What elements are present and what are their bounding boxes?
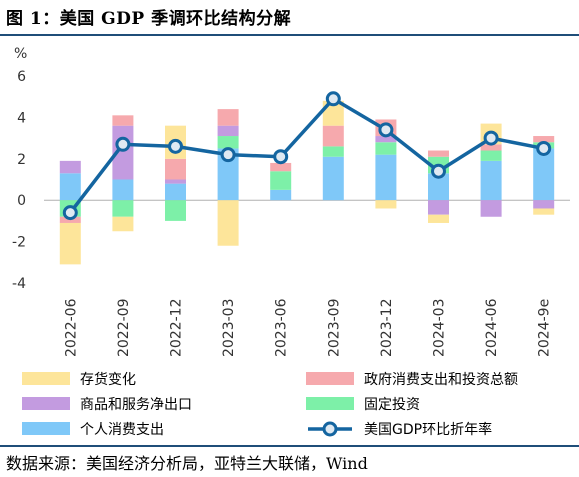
bar-segment: [322, 125, 344, 147]
x-tick-label: 2022-09: [116, 299, 132, 358]
gdp-growth-point: [378, 122, 394, 138]
legend-swatch: [306, 397, 354, 410]
bar-segment: [533, 208, 555, 215]
legend-swatch: [306, 372, 354, 385]
x-tick-label: 2023-12: [379, 299, 395, 358]
y-tick-label: 2: [17, 152, 26, 168]
legend-label: 美国GDP环比折年率: [364, 421, 492, 438]
y-tick-label: 4: [17, 110, 26, 126]
bar-segment: [428, 173, 449, 201]
y-tick-label: -2: [12, 235, 26, 251]
gdp-growth-line: [68, 97, 545, 214]
bar-segment: [112, 216, 134, 232]
x-tick-label: 2024-9e: [537, 299, 553, 357]
bar-segment: [112, 200, 134, 217]
y-tick-label: -4: [12, 276, 26, 292]
line-group: [62, 91, 552, 221]
bar-segment: [533, 200, 555, 209]
gdp-growth-point: [62, 205, 78, 221]
x-tick-label: 2023-06: [274, 298, 290, 357]
legend-swatch: [22, 372, 70, 385]
bar-segment: [322, 146, 344, 157]
source-divider: [0, 445, 579, 447]
bar-segment: [270, 162, 292, 172]
x-tick-label: 2023-03: [221, 299, 237, 358]
bar-segment: [375, 142, 397, 155]
legend-label: 政府消费支出和投资总额: [364, 372, 518, 388]
bar-segment: [480, 150, 502, 161]
bar-segment: [428, 214, 449, 223]
bar-segment: [375, 200, 397, 209]
legend-label: 存货变化: [80, 371, 136, 388]
y-tick-label: 0: [17, 193, 26, 209]
bar-segment: [112, 179, 134, 201]
bar-segment: [375, 136, 397, 143]
gdp-growth-point: [168, 138, 183, 154]
legend-label: 商品和服务净出口: [80, 397, 192, 413]
bar-segment: [165, 200, 186, 221]
legend-swatch: [22, 397, 70, 410]
legend-swatch: [22, 422, 70, 435]
bar-segment: [217, 200, 239, 246]
x-tick-label: 2024-03: [432, 299, 448, 358]
bar-segment: [59, 160, 81, 174]
gdp-growth-point: [536, 140, 552, 156]
x-tick-label: 2023-09: [326, 299, 342, 358]
title-divider: [0, 34, 579, 36]
bar-segment: [533, 136, 555, 143]
bar-segment: [428, 150, 449, 157]
bar-segment: [112, 115, 134, 126]
bar-segment: [270, 171, 292, 190]
bar-segment: [270, 189, 292, 201]
x-tick-label: 2022-06: [63, 298, 79, 357]
bar-segment: [480, 144, 502, 151]
x-tick-label: 2022-12: [169, 299, 185, 358]
bar-segment: [59, 173, 81, 201]
bar-segment: [533, 148, 555, 201]
bar-segment: [217, 125, 239, 137]
gdp-growth-point: [483, 130, 499, 146]
y-tick-label: 6: [17, 69, 26, 85]
bar-segment: [480, 200, 502, 217]
bar-segment: [59, 222, 81, 265]
axes-group: % -4 -2 0 2 4 6 2022-06 2022-09 2022-12 2023-03 202…: [12, 46, 570, 357]
bar-segment: [428, 200, 449, 215]
legend-label: 固定投资: [364, 397, 420, 413]
bar-segment: [480, 160, 502, 201]
chart-title: 图 1：美国 GDP 季调环比结构分解: [6, 9, 292, 29]
bar-segment: [375, 154, 397, 201]
gdp-growth-point: [325, 91, 341, 107]
legend-marker-swatch: [322, 421, 338, 437]
bar-segment: [322, 156, 344, 201]
data-source-note: 数据来源：美国经济分析局，亚特兰大联储，Wind: [6, 454, 368, 473]
gdp-growth-point: [431, 163, 446, 179]
gdp-growth-point: [220, 147, 236, 163]
gdp-growth-point: [115, 136, 131, 152]
x-tick-label: 2024-06: [484, 298, 500, 357]
legend-label: 个人消费支出: [80, 422, 164, 438]
bar-segment: [217, 148, 239, 201]
gdp-decomposition-chart: % -4 -2 0 2 4 6 2022-06 2022-09 2022-12 2023-03 202…: [12, 46, 570, 438]
bar-segment: [165, 183, 186, 201]
bar-segment: [165, 158, 186, 180]
bar-segment: [217, 136, 239, 149]
y-unit-label: %: [14, 46, 27, 62]
gdp-growth-point: [273, 149, 289, 165]
bar-segment: [217, 109, 239, 126]
bar-segment: [165, 179, 186, 184]
